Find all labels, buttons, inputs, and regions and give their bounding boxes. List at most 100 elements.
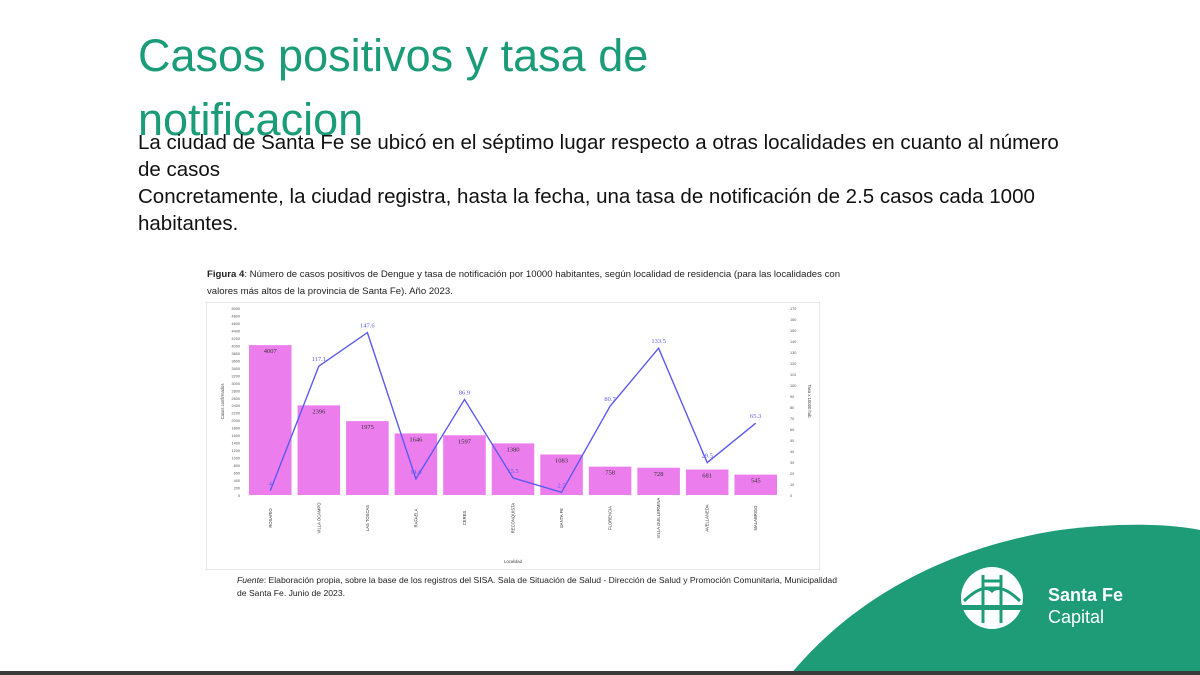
y2-tick-label: 140	[790, 340, 796, 344]
line-value-label: 117.1	[312, 356, 326, 363]
y-tick-label: 3200	[232, 374, 240, 378]
y2-tick-label: 0	[790, 494, 792, 498]
line-value-label: 65.3	[750, 413, 761, 420]
bar	[394, 433, 438, 495]
source-label: Fuente	[237, 575, 264, 585]
bar	[588, 466, 632, 495]
bar	[637, 467, 680, 495]
bar	[685, 469, 729, 495]
logo-line-1: Santa Fe	[1048, 585, 1124, 605]
y-tick-label: 4000	[232, 344, 240, 348]
body-paragraph-2: Concretamente, la ciudad registra, hasta…	[138, 185, 1035, 235]
line-value-label: 4	[269, 481, 273, 488]
bar-value-label: 1646	[409, 436, 423, 443]
bar-value-label: 2396	[312, 408, 326, 415]
line-value-label: 15.5	[507, 468, 518, 475]
y-tick-label: 4200	[232, 337, 240, 341]
y2-tick-label: 120	[790, 362, 796, 366]
y-tick-label: 3000	[232, 382, 240, 386]
y-tick-label: 2000	[232, 419, 240, 423]
y2-tick-label: 10	[790, 483, 794, 487]
y-tick-label: 800	[234, 464, 240, 468]
bar-value-label: 1597	[458, 438, 472, 445]
y-tick-label: 5000	[232, 307, 240, 311]
bar-value-label: 545	[751, 478, 761, 485]
y2-tick-label: 80	[790, 406, 794, 410]
logo-line-2: Capital	[1048, 607, 1105, 627]
rate-line	[269, 331, 757, 494]
bar-value-label: 1083	[555, 457, 568, 464]
chart-container: 0 200 400 600 800 1000 1200 1400 1600 1800 2000 220…	[205, 301, 821, 571]
y2-tick-label: 150	[790, 329, 796, 333]
y2-axis-label: Tasa x 10000 hab.	[807, 384, 812, 418]
bar	[249, 345, 292, 495]
x-tick-label: SANTA FE	[559, 508, 564, 528]
y2-tick-label: 30	[790, 461, 794, 465]
slide-body: La ciudad de Santa Fe se ubicó en el sép…	[138, 129, 1068, 237]
x-tick-label: CERES	[462, 511, 467, 526]
line-value-label: 133.5	[651, 338, 666, 345]
line-value-label: 80.7	[604, 396, 616, 403]
x-tick-label: FLORENCIA	[608, 506, 613, 530]
y2-tick-label: 100	[790, 384, 796, 388]
y-tick-label: 4600	[232, 322, 240, 326]
figure-caption: Figura 4: Número de casos positivos de D…	[207, 266, 847, 300]
body-paragraph-1: La ciudad de Santa Fe se ubicó en el sép…	[138, 131, 1059, 181]
slide-title: Casos positivos y tasa de notificacion	[138, 30, 649, 145]
y2-tick-label: 60	[790, 428, 794, 432]
y-axis-label: Casos confirmados	[220, 384, 225, 420]
y-tick-label: 2200	[232, 412, 240, 416]
line-value-label: 86.9	[459, 389, 470, 396]
figure-label: Figura 4	[207, 269, 245, 280]
y-tick-label: 1800	[232, 427, 240, 431]
bar	[491, 443, 535, 495]
x-tick-label: RECONQUISTA	[511, 503, 516, 534]
y2-tick-label: 90	[790, 395, 794, 399]
bar	[346, 421, 389, 495]
y-tick-label: 3600	[232, 359, 240, 363]
y-tick-label: 1600	[232, 434, 240, 438]
y2-tick-label: 160	[790, 318, 796, 322]
bar-value-label: 1975	[361, 424, 374, 431]
line-value-label: 14.6	[410, 469, 422, 476]
y-tick-label: 1000	[232, 457, 240, 461]
bar-value-label: 681	[702, 473, 712, 480]
y-tick-label: 2600	[232, 397, 240, 401]
line-value-label: 2.5	[557, 482, 565, 489]
y-tick-label: 4400	[232, 329, 240, 333]
bar	[297, 405, 341, 495]
figure-source: Fuente: Elaboración propia, sobre la bas…	[237, 574, 837, 600]
x-tick-label: RAFAELA	[413, 508, 418, 527]
y-tick-label: 2400	[232, 404, 240, 408]
y-tick-label: 1400	[232, 442, 240, 446]
bar-value-label: 4007	[264, 348, 278, 355]
y-tick-label: 3800	[232, 352, 240, 356]
y-tick-label: 600	[234, 472, 240, 476]
bar-value-label: 1380	[507, 446, 520, 453]
figure-caption-text: : Número de casos positivos de Dengue y …	[207, 269, 841, 297]
y2-tick-label: 130	[790, 351, 796, 355]
y-tick-label: 400	[234, 479, 240, 483]
x-tick-label: AVELLANEDA	[705, 504, 710, 531]
santa-fe-logo-icon	[961, 567, 1023, 629]
bar	[734, 474, 777, 495]
y-tick-label: 3400	[232, 367, 240, 371]
y2-tick-label: 50	[790, 439, 794, 443]
source-text: : Elaboración propia, sobre la base de l…	[237, 575, 837, 598]
x-tick-label: MALABRIGO	[753, 505, 758, 531]
y2-tick-label: 40	[790, 450, 794, 454]
x-tick-label: ROSARIO	[268, 508, 273, 528]
y2-tick-label: 170	[790, 307, 796, 311]
dengue-chart: 0 200 400 600 800 1000 1200 1400 1600 1800 2000 220…	[205, 301, 821, 571]
y-tick-label: 200	[234, 487, 240, 491]
bottom-rule	[0, 671, 1200, 675]
y-tick-label: 2800	[232, 389, 240, 393]
x-axis-label: Localidad	[504, 559, 523, 564]
line-value-label: 147.6	[360, 323, 375, 330]
y2-tick-label: 70	[790, 417, 794, 421]
y-tick-label: 1200	[232, 449, 240, 453]
x-tick-label: LAS TOSCAS	[365, 505, 370, 531]
bar	[443, 435, 486, 495]
line-value-label: 29.5	[701, 453, 712, 460]
logo-text: Santa Fe Capital	[1048, 584, 1123, 628]
